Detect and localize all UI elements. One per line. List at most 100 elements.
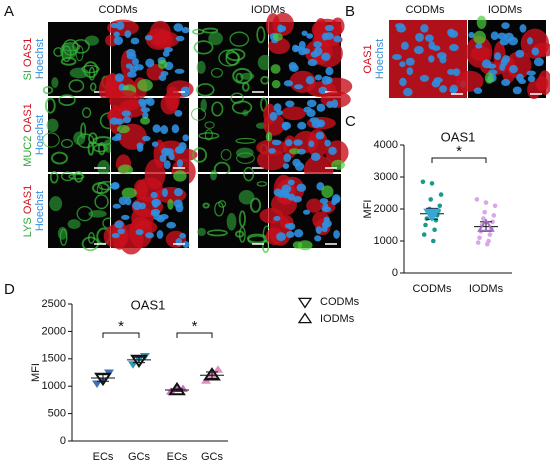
micrograph <box>192 22 272 97</box>
nucleus <box>150 191 158 199</box>
nucleus <box>111 232 120 239</box>
blob <box>200 98 207 112</box>
blob <box>210 67 224 78</box>
nucleus <box>321 52 331 61</box>
nucleus <box>321 221 329 229</box>
nucleus <box>156 216 165 223</box>
nucleus <box>399 77 407 87</box>
mean-marker <box>168 381 186 396</box>
nucleus <box>302 209 311 215</box>
nucleus <box>285 100 295 108</box>
nucleus <box>400 41 409 51</box>
nucleus <box>449 84 459 94</box>
row-label: Hoechst <box>34 115 46 155</box>
row-label: OAS1 <box>362 44 374 73</box>
blob <box>59 42 78 60</box>
nucleus <box>168 153 175 161</box>
x-tick-label: CODMs <box>412 283 452 295</box>
micrographs <box>42 12 550 255</box>
y-tick-label: 4000 <box>374 139 398 151</box>
point <box>92 380 102 388</box>
nucleus <box>406 67 414 76</box>
blob <box>173 170 187 182</box>
y-axis-label: MFI <box>362 200 374 219</box>
y-tick-label: 2500 <box>42 298 66 310</box>
point <box>421 232 427 237</box>
point <box>437 203 443 209</box>
nucleus <box>293 84 304 90</box>
blob <box>260 75 270 85</box>
point <box>483 200 489 205</box>
nucleus <box>175 35 185 42</box>
micrograph <box>103 159 190 255</box>
nucleus <box>276 232 286 242</box>
blob <box>193 40 214 55</box>
nucleus <box>508 36 519 46</box>
blob <box>167 199 174 210</box>
blob <box>226 212 237 231</box>
blob <box>238 210 246 228</box>
nucleus <box>115 118 124 125</box>
row-label: Hoechst <box>34 191 46 231</box>
point <box>438 192 444 197</box>
label-part: OAS1 <box>22 103 34 132</box>
blob <box>198 132 220 140</box>
nucleus <box>114 73 125 82</box>
blob <box>68 79 85 93</box>
blob <box>67 219 81 230</box>
bracket <box>176 332 213 338</box>
micrograph <box>259 174 341 251</box>
blob <box>88 66 96 81</box>
blob <box>84 35 100 46</box>
nucleus <box>181 26 190 34</box>
row-label: SI OAS1 <box>22 38 34 81</box>
micrograph <box>48 170 116 252</box>
nucleus <box>145 232 155 239</box>
micrograph <box>98 19 194 106</box>
nucleus <box>306 33 314 39</box>
nucleus <box>307 58 318 67</box>
nucleus <box>285 139 293 147</box>
blob <box>288 148 300 155</box>
nucleus <box>308 140 315 148</box>
mean-marker <box>203 367 221 381</box>
blob <box>121 187 137 199</box>
nucleus <box>173 23 184 32</box>
blob <box>44 97 56 114</box>
nucleus <box>268 147 276 154</box>
label-part: MUC2 <box>22 136 34 167</box>
nucleus <box>152 199 159 208</box>
nucleus <box>173 199 183 208</box>
nucleus <box>490 31 499 41</box>
blob <box>149 31 180 48</box>
blob <box>73 131 86 145</box>
blob <box>238 226 246 243</box>
nucleus <box>310 152 321 162</box>
column-header: CODMs <box>98 4 138 16</box>
nucleus <box>283 153 292 163</box>
nucleus <box>112 203 122 209</box>
blob <box>218 200 227 208</box>
blob <box>256 181 268 187</box>
nucleus <box>420 24 429 33</box>
nucleus <box>113 31 120 37</box>
blob <box>136 177 164 203</box>
nucleus <box>324 139 331 147</box>
label-part: LYS <box>22 217 34 237</box>
panel-label: C <box>345 113 356 130</box>
nucleus <box>125 197 132 206</box>
point <box>492 203 498 209</box>
bracket <box>431 157 487 163</box>
blob <box>140 117 150 125</box>
blob <box>91 181 110 195</box>
blob <box>204 129 213 141</box>
nucleus <box>323 216 330 223</box>
nucleus <box>436 52 447 60</box>
micrograph <box>389 20 467 98</box>
nucleus <box>130 37 140 45</box>
nucleus <box>273 215 281 222</box>
blob <box>68 173 85 180</box>
nucleus <box>316 103 326 112</box>
nucleus <box>292 158 301 167</box>
nucleus <box>319 198 329 204</box>
